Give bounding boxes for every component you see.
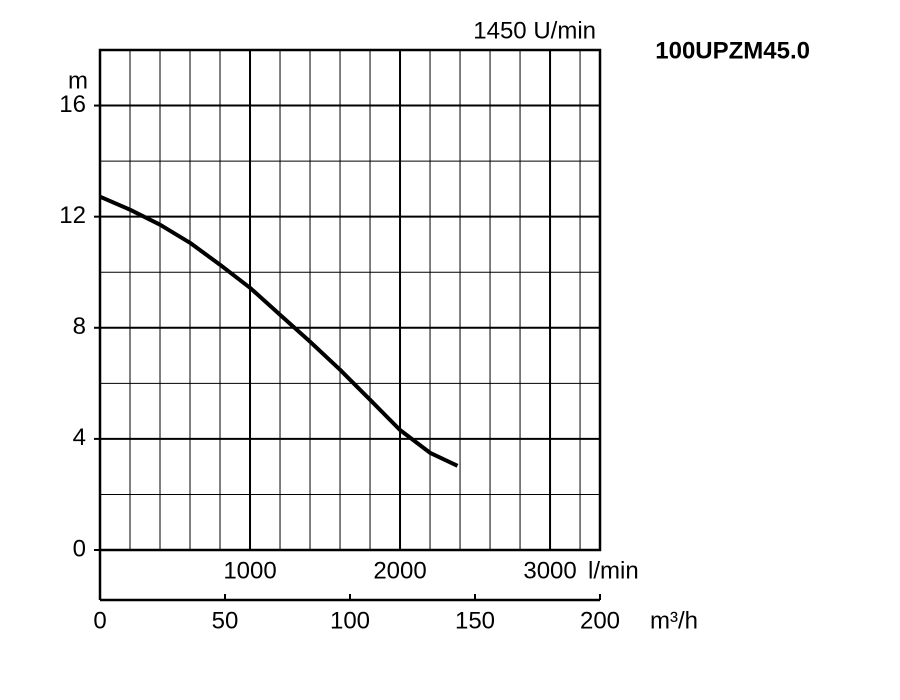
x-tick-label: 50 [212, 607, 239, 634]
x-tick-label: 0 [93, 607, 106, 634]
x-tick-label: 150 [455, 607, 495, 634]
x2-tick-label: 1000 [223, 557, 276, 584]
y-tick-label: 0 [73, 535, 86, 562]
y-tick-label: 8 [73, 313, 86, 340]
chart-title: 100UPZM45.0 [655, 37, 810, 64]
x-tick-label: 100 [330, 607, 370, 634]
curve [99, 194, 459, 468]
plot-frame [98, 48, 602, 552]
x2-axis-label: l/min [588, 557, 639, 584]
x-axis-label: m³/h [650, 607, 698, 634]
y-tick-label: 4 [73, 424, 86, 451]
y-axis-label: m [68, 67, 88, 94]
y-tick-label: 16 [59, 91, 86, 118]
x-tick-label: 200 [580, 607, 620, 634]
annotation: 1450 U/min [473, 17, 596, 44]
y-tick-label: 12 [59, 202, 86, 229]
x2-tick-label: 2000 [373, 557, 426, 584]
x2-tick-label: 3000 [523, 557, 576, 584]
